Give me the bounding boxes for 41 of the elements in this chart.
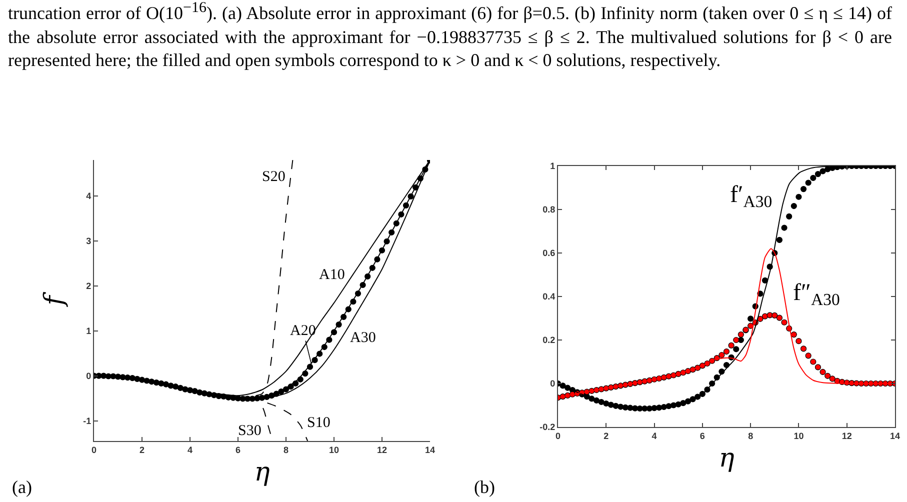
x-tick-label: 10 xyxy=(328,444,340,455)
x-tick-label: 12 xyxy=(842,430,852,441)
y-tick-label: 0.6 xyxy=(542,248,556,258)
y-tick-label: 4 xyxy=(86,191,92,202)
y-tick-label: -1 xyxy=(83,416,92,426)
x-axis-title: η xyxy=(718,444,735,474)
x-tick-label: 10 xyxy=(794,430,804,441)
series-label: S10 xyxy=(307,415,330,431)
y-tick-label: 3 xyxy=(86,236,92,246)
x-tick-label: 12 xyxy=(376,444,388,455)
x-tick-label: 2 xyxy=(604,430,609,441)
y-tick-label: 0.2 xyxy=(542,335,556,346)
series-label: S20 xyxy=(262,169,286,185)
text: (a) xyxy=(12,477,32,497)
series-label: S30 xyxy=(238,423,262,439)
series-label: f″$_{A30}$ xyxy=(793,280,840,310)
y-axis-title: f xyxy=(40,291,70,308)
x-tick-label: 2 xyxy=(139,444,145,455)
y-tick-label: 0 xyxy=(550,378,556,389)
x-axis-title: η xyxy=(254,458,270,488)
y-tick-label: 0 xyxy=(86,370,92,381)
x-tick-label: 4 xyxy=(187,444,193,455)
x-tick-label: 14 xyxy=(424,444,436,455)
series-label: f′$_{A30}$ xyxy=(730,182,772,212)
annotation: A20 xyxy=(290,323,316,339)
y-tick-label: -0.2 xyxy=(540,422,556,432)
y-tick-label: 2 xyxy=(86,281,92,292)
x-tick-label: 8 xyxy=(748,430,754,441)
x-tick-label: 6 xyxy=(235,444,241,455)
y-tick-label: 1 xyxy=(550,161,556,172)
y-tick-label: 0.8 xyxy=(542,204,556,215)
y-tick-label: 0.4 xyxy=(542,292,556,302)
series-label: A30 xyxy=(350,330,376,346)
y-tick-label: 1 xyxy=(86,326,92,336)
text: truncation error of O(10$^{−16}$). (a) Absolute error in approximant (6) for β=0.5. (b) Infinity norm (taken over 0 ≤ η ≤ 14) of the absolute error associated with the approximant for −0.198837735 ≤ β ≤ 2. The multivalued solutions for β < 0 are represented here; the filled and open symbols correspond to κ > 0 and κ < 0 solutions, respectively. xyxy=(8,0,892,72)
text: (b) xyxy=(474,477,495,497)
series-label: A10 xyxy=(319,267,345,283)
x-tick-label: 8 xyxy=(283,444,289,455)
x-tick-label: 6 xyxy=(700,430,705,441)
x-tick-label: 14 xyxy=(890,430,900,441)
x-tick-label: 4 xyxy=(652,430,657,441)
